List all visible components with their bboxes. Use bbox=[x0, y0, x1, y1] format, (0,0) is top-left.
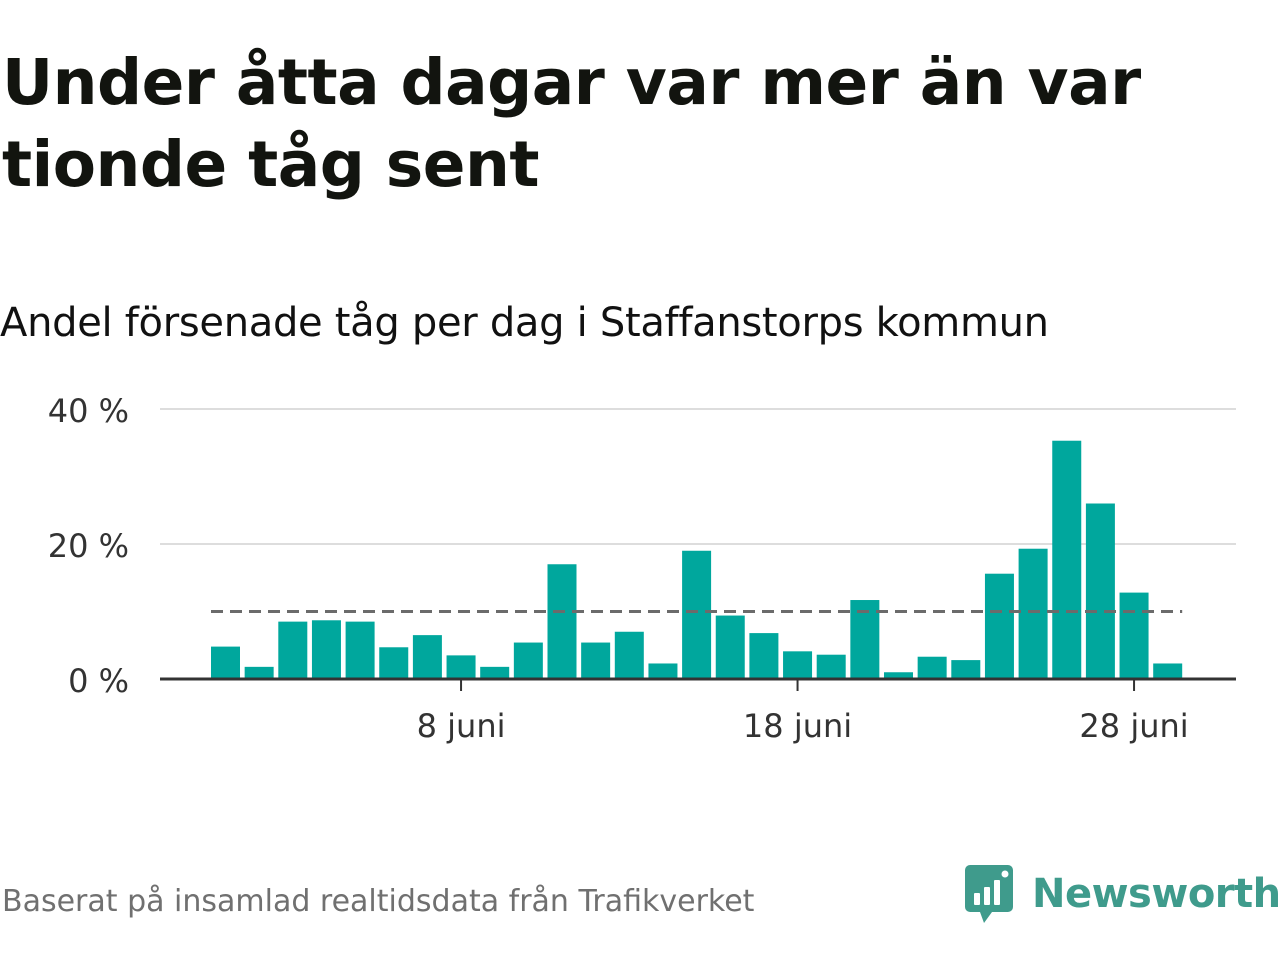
y-tick-label: 0 % bbox=[68, 662, 129, 700]
x-tick-label: 8 juni bbox=[417, 707, 506, 745]
source-note: Baserat på insamlad realtidsdata från Tr… bbox=[2, 884, 755, 919]
bar bbox=[816, 654, 846, 679]
bar bbox=[984, 573, 1014, 679]
bar bbox=[682, 550, 712, 679]
bar bbox=[1052, 440, 1082, 679]
bar-chart: 0 % 20 % 40 % 8 juni 18 juni 28 juni bbox=[48, 392, 1236, 745]
bar bbox=[749, 633, 779, 679]
bar bbox=[211, 646, 240, 679]
bar bbox=[311, 620, 341, 679]
x-axis-labels: 8 juni 18 juni 28 juni bbox=[417, 707, 1189, 745]
bar bbox=[446, 655, 476, 679]
chart-title: Under åtta dagar var mer än var tionde t… bbox=[2, 46, 1141, 201]
bar bbox=[278, 621, 308, 679]
bar bbox=[884, 672, 913, 679]
bar bbox=[1085, 503, 1115, 679]
bar bbox=[480, 666, 510, 679]
bar bbox=[850, 600, 880, 679]
bar bbox=[513, 642, 543, 679]
chart-subtitle: Andel försenade tåg per dag i Staffansto… bbox=[0, 300, 1049, 346]
x-tick-label: 18 juni bbox=[743, 707, 852, 745]
brand-name: Newsworthy bbox=[1032, 871, 1280, 917]
bar bbox=[345, 621, 375, 679]
y-tick-label: 20 % bbox=[48, 527, 129, 565]
bar bbox=[783, 651, 813, 679]
bar bbox=[547, 564, 577, 679]
bar bbox=[917, 656, 947, 679]
bar bbox=[1119, 592, 1149, 679]
bar bbox=[951, 660, 981, 679]
bar bbox=[715, 615, 745, 679]
y-tick-label: 40 % bbox=[48, 392, 129, 430]
bar bbox=[244, 666, 274, 679]
bar bbox=[412, 635, 442, 679]
bar bbox=[581, 642, 611, 679]
bar bbox=[614, 631, 644, 679]
x-tick-label: 28 juni bbox=[1079, 707, 1188, 745]
y-axis-labels: 0 % 20 % 40 % bbox=[48, 392, 129, 700]
bar bbox=[379, 647, 409, 679]
bars bbox=[211, 440, 1183, 679]
x-axis bbox=[160, 677, 1236, 691]
bar bbox=[648, 663, 678, 679]
bar bbox=[1153, 663, 1183, 679]
newsworthy-logo-icon bbox=[965, 865, 1013, 923]
brand-logo[interactable]: Newsworthy bbox=[964, 862, 1280, 926]
bar bbox=[1018, 548, 1048, 679]
